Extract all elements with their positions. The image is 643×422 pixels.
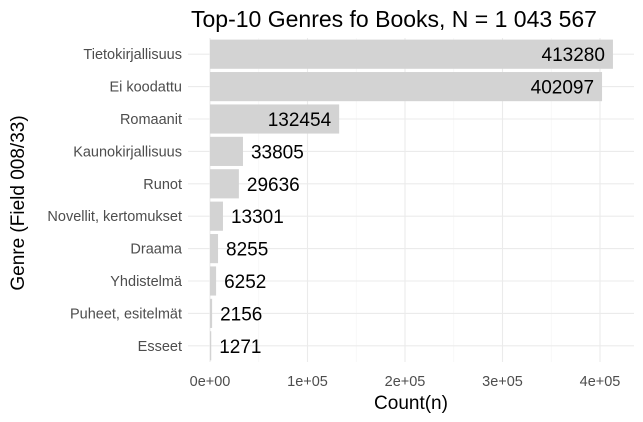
y-axis-title: Genre (Field 008/33) xyxy=(8,115,29,290)
bar xyxy=(210,169,239,199)
bar xyxy=(210,266,217,296)
bar xyxy=(210,234,219,264)
bar xyxy=(210,201,223,231)
bar xyxy=(210,136,243,166)
chart-title: Top-10 Genres fo Books, N = 1 043 567 xyxy=(191,6,597,32)
data-label: 1271 xyxy=(219,337,261,358)
y-tick-label: Runot xyxy=(143,177,182,193)
bars xyxy=(210,39,613,361)
y-tick-label: Romaanit xyxy=(120,112,182,128)
bar xyxy=(210,298,213,328)
data-label: 29636 xyxy=(247,175,300,196)
bar xyxy=(210,39,613,69)
y-tick-label: Ei koodattu xyxy=(109,80,182,96)
x-tick-label: 0e+00 xyxy=(190,374,231,390)
x-tick-label: 4e+05 xyxy=(580,374,621,390)
y-tick-label: Draama xyxy=(130,242,183,258)
data-label: 132454 xyxy=(268,110,332,131)
y-tick-label: Esseet xyxy=(138,339,182,355)
data-label: 413280 xyxy=(542,45,605,66)
y-tick-label: Yhdistelmä xyxy=(110,274,183,290)
y-tick-labels: Tietokirjallisuus Ei koodattu Romaanit Kaun… xyxy=(47,47,183,355)
y-tick-label: Kaunokirjallisuus xyxy=(73,144,182,160)
x-tick-label: 2e+05 xyxy=(385,374,426,390)
bar xyxy=(210,104,340,134)
data-label: 402097 xyxy=(531,78,594,99)
x-tick-labels: 0e+00 1e+05 2e+05 3e+05 4e+05 xyxy=(190,374,621,390)
data-labels: 413280 402097 132454 33805 29636 13301 8255 625… xyxy=(219,45,605,358)
x-tick-label: 3e+05 xyxy=(482,374,523,390)
y-tick-label: Novellit, kertomukset xyxy=(47,209,182,225)
bar xyxy=(210,331,212,361)
y-tick-label: Puheet, esitelmät xyxy=(70,306,182,322)
x-tick-label: 1e+05 xyxy=(287,374,328,390)
data-label: 2156 xyxy=(220,304,262,325)
y-tick-label: Tietokirjallisuus xyxy=(83,47,182,63)
x-axis-title: Count(n) xyxy=(374,393,448,414)
data-label: 33805 xyxy=(251,142,304,163)
data-label: 6252 xyxy=(224,272,266,293)
data-label: 8255 xyxy=(226,240,268,261)
bar xyxy=(210,72,603,102)
data-label: 13301 xyxy=(231,207,284,228)
